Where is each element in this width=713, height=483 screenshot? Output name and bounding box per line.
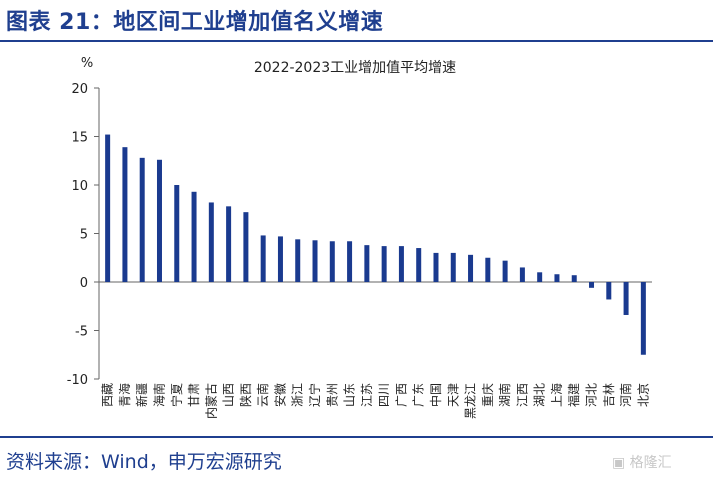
- x-tick-label: 中国: [428, 383, 443, 407]
- bar: [433, 252, 439, 282]
- bar: [208, 202, 214, 282]
- x-tick-label: 山西: [222, 383, 236, 407]
- bar: [295, 239, 301, 282]
- x-tick-label: 海南: [151, 383, 166, 407]
- bar: [554, 274, 560, 282]
- x-tick-label: 贵州: [325, 383, 339, 407]
- y-tick-label: -10: [67, 373, 88, 388]
- x-tick-label: 内蒙古: [203, 383, 218, 419]
- x-tick-label: 福建: [566, 383, 581, 407]
- bar: [156, 159, 162, 282]
- x-tick-label: 新疆: [134, 383, 149, 407]
- y-tick-label: 0: [80, 276, 88, 291]
- chart-title: 2022-2023工业增加值平均增速: [254, 60, 456, 76]
- bar: [105, 134, 111, 282]
- bar: [260, 235, 266, 282]
- x-tick-label: 安徽: [272, 383, 287, 407]
- bar: [416, 248, 422, 282]
- x-tick-label: 西藏: [101, 383, 115, 407]
- bar: [519, 267, 525, 282]
- bar: [277, 236, 283, 282]
- y-tick-label: 20: [71, 82, 88, 97]
- x-tick-label: 河南: [618, 383, 633, 407]
- x-tick-label: 宁夏: [169, 383, 184, 407]
- top-divider: [0, 40, 713, 42]
- y-axis-unit: %: [81, 56, 93, 71]
- bar: [347, 241, 353, 282]
- bar: [571, 275, 577, 282]
- bar: [623, 282, 629, 315]
- y-tick-label: 15: [71, 131, 88, 146]
- bar: [174, 185, 180, 282]
- bar: [364, 245, 370, 282]
- x-tick-label: 上海: [549, 383, 564, 407]
- y-tick-label: 5: [80, 228, 88, 243]
- bar: [243, 212, 249, 282]
- bar: [468, 254, 474, 282]
- x-tick-label: 青海: [117, 383, 132, 407]
- bar: [381, 246, 387, 282]
- x-tick-label: 浙江: [291, 383, 305, 407]
- bar: [640, 282, 646, 355]
- bar: [502, 260, 508, 282]
- x-tick-label: 甘肃: [187, 383, 201, 407]
- bar: [226, 206, 232, 282]
- x-tick-label: 重庆: [481, 383, 495, 407]
- y-tick-label: -5: [75, 325, 88, 340]
- x-tick-label: 湖南: [497, 383, 512, 407]
- bottom-divider: [0, 436, 713, 438]
- bar: [589, 282, 595, 288]
- bar: [329, 241, 335, 282]
- bar-series: [105, 134, 646, 355]
- bar: [606, 282, 612, 300]
- bar: [450, 252, 456, 282]
- x-tick-label: 黑龙江: [464, 383, 478, 419]
- x-tick-label: 吉林: [602, 383, 616, 407]
- x-tick-label: 四川: [377, 383, 391, 407]
- bar: [122, 147, 128, 282]
- bar: [139, 157, 145, 282]
- x-tick-labels: 西藏 青海 新疆 海南 宁夏 甘肃 内蒙古 山西 陕西 云南 安徽 浙江 辽宁 贵州 山东 江苏 四川 广西 广东中…: [101, 383, 651, 419]
- source-note: 资料来源：Wind，申万宏源研究: [6, 451, 282, 473]
- watermark-logo: ▣ 格隆汇: [612, 455, 672, 471]
- x-tick-label: 广东: [412, 383, 426, 407]
- bar: [485, 257, 491, 282]
- x-tick-label: 广西: [394, 383, 408, 407]
- x-tick-label: 江苏: [360, 383, 374, 407]
- bar-chart: -10 -5 0 5 10 15 20 西藏 青海 新疆 海南 宁夏 甘肃 内蒙古 山西 陕西 云南 安徽 浙江辽…: [67, 56, 652, 419]
- x-tick-label: 辽宁: [307, 383, 322, 407]
- bar: [312, 240, 318, 282]
- y-axis: -10 -5 0 5 10 15 20: [67, 82, 100, 388]
- bar: [398, 246, 404, 282]
- bar: [537, 272, 543, 282]
- x-tick-label: 河北: [585, 383, 599, 407]
- x-tick-label: 北京: [636, 383, 650, 407]
- x-tick-label: 云南: [255, 383, 270, 407]
- x-tick-label: 山东: [343, 383, 357, 407]
- x-tick-label: 湖北: [532, 383, 547, 407]
- figure-title: 图表 21：地区间工业增加值名义增速: [6, 10, 384, 35]
- y-tick-label: 10: [71, 179, 88, 194]
- bar: [191, 191, 197, 282]
- x-tick-label: 天津: [446, 383, 460, 407]
- x-tick-label: 陕西: [238, 383, 253, 407]
- x-tick-label: 江西: [515, 383, 529, 407]
